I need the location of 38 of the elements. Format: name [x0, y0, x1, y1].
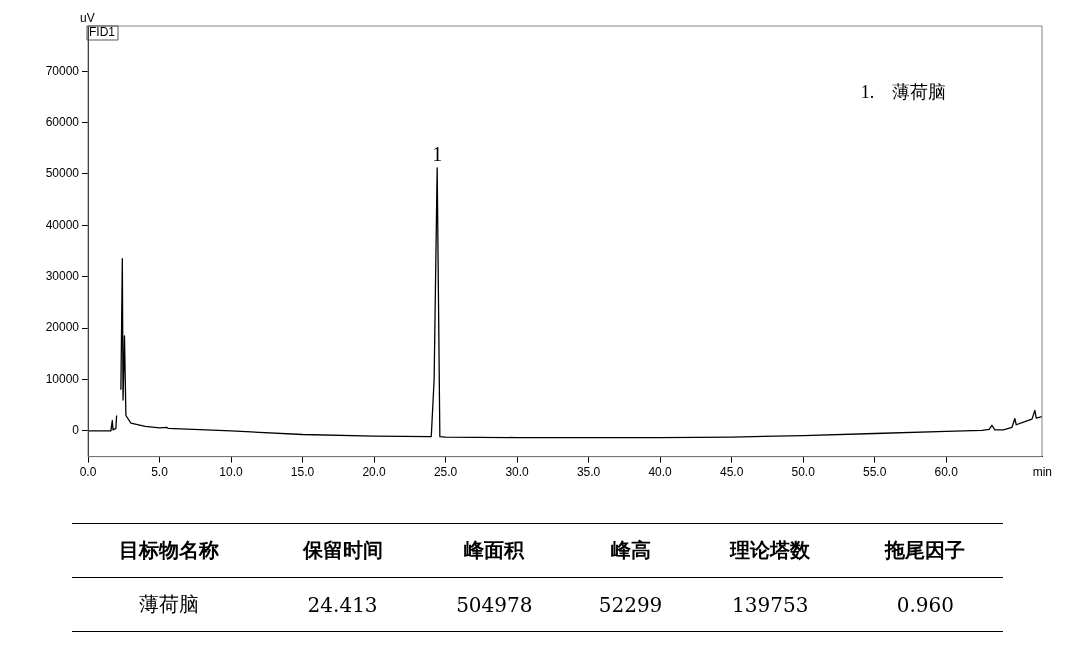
x-tick-label: 55.0	[862, 465, 887, 480]
x-tick-label: 15.0	[290, 465, 315, 480]
text: 目标物名称	[117, 537, 220, 564]
annotation: 1	[432, 143, 443, 166]
text: 理论塔数	[728, 537, 812, 564]
x-tick-label: 60.0	[934, 465, 959, 480]
text: 504978	[455, 591, 534, 619]
text: 峰高	[609, 537, 652, 564]
text: 峰面积	[463, 537, 526, 564]
x-tick-label: 10.0	[219, 465, 244, 480]
x-tick-label: 30.0	[505, 465, 530, 480]
y-tick-label: 30000	[45, 269, 80, 284]
y-tick-label: 40000	[45, 217, 80, 232]
x-tick-label: 35.0	[576, 465, 601, 480]
text: 薄荷脑	[137, 591, 200, 618]
x-tick-label: 45.0	[719, 465, 744, 480]
y-tick-label: 0	[72, 423, 80, 438]
x-tick-label: 25.0	[433, 465, 458, 480]
annotation: FID1	[89, 25, 116, 40]
y-tick-label: 10000	[45, 371, 80, 386]
text: 52299	[597, 591, 664, 619]
y-axis-title: uV	[80, 11, 95, 26]
x-tick-label: 5.0	[151, 465, 169, 480]
x-tick-label: 0.0	[79, 465, 97, 480]
x-axis-title: min	[1032, 464, 1052, 479]
text: 0.960	[895, 591, 955, 619]
annotation: 1. 薄荷脑	[860, 81, 947, 102]
text: 保留时间	[301, 537, 384, 564]
x-tick-label: 20.0	[362, 465, 387, 480]
x-tick-label: 40.0	[648, 465, 673, 480]
y-tick-label: 70000	[45, 63, 80, 78]
y-tick-label: 20000	[45, 320, 80, 335]
y-tick-label: 60000	[45, 114, 80, 129]
y-tick-label: 50000	[45, 166, 80, 181]
x-tick-label: 50.0	[791, 465, 816, 480]
text: 拖尾因子	[883, 537, 967, 564]
text: 139753	[731, 591, 810, 619]
text: 24.413	[306, 591, 379, 619]
